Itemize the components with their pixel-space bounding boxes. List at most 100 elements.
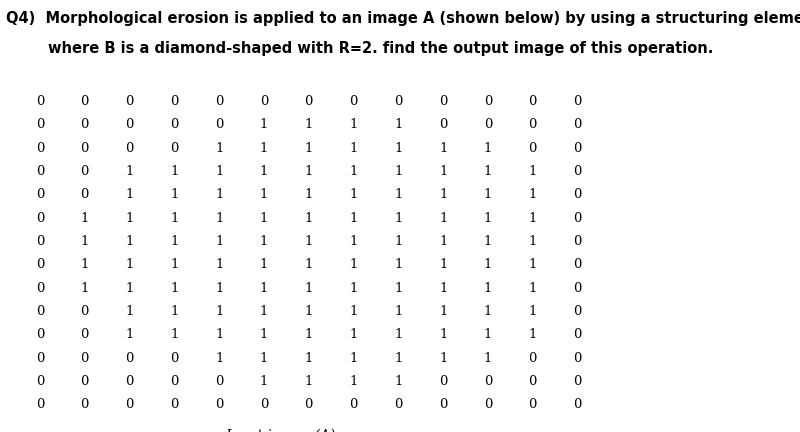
Text: 0: 0 [81, 165, 89, 178]
Text: 0: 0 [574, 398, 582, 411]
Text: 0: 0 [36, 258, 44, 271]
Text: 1: 1 [484, 235, 492, 248]
Text: 1: 1 [170, 212, 178, 225]
Text: 1: 1 [350, 375, 358, 388]
Text: 0: 0 [394, 95, 402, 108]
Text: 0: 0 [260, 95, 268, 108]
Text: 0: 0 [439, 118, 447, 131]
Text: 0: 0 [215, 95, 223, 108]
Text: 0: 0 [36, 188, 44, 201]
Text: 0: 0 [36, 212, 44, 225]
Text: 1: 1 [394, 118, 402, 131]
Text: 1: 1 [394, 375, 402, 388]
Text: 0: 0 [350, 398, 358, 411]
Text: 1: 1 [350, 305, 358, 318]
Text: 1: 1 [126, 282, 134, 295]
Text: 1: 1 [305, 328, 313, 341]
Text: 1: 1 [170, 305, 178, 318]
Text: 1: 1 [484, 282, 492, 295]
Text: 0: 0 [81, 398, 89, 411]
Text: 1: 1 [394, 305, 402, 318]
Text: 0: 0 [574, 328, 582, 341]
Text: 0: 0 [215, 118, 223, 131]
Text: 0: 0 [81, 305, 89, 318]
Text: 1: 1 [81, 212, 89, 225]
Text: 1: 1 [439, 328, 447, 341]
Text: 0: 0 [36, 328, 44, 341]
Text: 0: 0 [574, 95, 582, 108]
Text: 1: 1 [170, 282, 178, 295]
Text: 1: 1 [394, 352, 402, 365]
Text: 1: 1 [215, 305, 223, 318]
Text: 1: 1 [439, 165, 447, 178]
Text: 1: 1 [305, 142, 313, 155]
Text: 0: 0 [36, 352, 44, 365]
Text: 0: 0 [484, 95, 492, 108]
Text: 1: 1 [439, 352, 447, 365]
Text: 0: 0 [126, 142, 134, 155]
Text: 1: 1 [394, 282, 402, 295]
Text: 1: 1 [484, 142, 492, 155]
Text: Input image (A): Input image (A) [225, 428, 335, 432]
Text: 1: 1 [484, 305, 492, 318]
Text: 1: 1 [260, 165, 268, 178]
Text: 1: 1 [529, 305, 537, 318]
Text: 0: 0 [574, 282, 582, 295]
Text: 1: 1 [350, 258, 358, 271]
Text: 1: 1 [305, 305, 313, 318]
Text: 1: 1 [170, 188, 178, 201]
Text: 0: 0 [305, 398, 313, 411]
Text: 0: 0 [574, 375, 582, 388]
Text: 1: 1 [484, 352, 492, 365]
Text: 1: 1 [170, 235, 178, 248]
Text: 0: 0 [350, 95, 358, 108]
Text: 1: 1 [215, 188, 223, 201]
Text: 1: 1 [305, 165, 313, 178]
Text: 0: 0 [36, 95, 44, 108]
Text: 0: 0 [126, 352, 134, 365]
Text: 1: 1 [126, 305, 134, 318]
Text: 0: 0 [529, 398, 537, 411]
Text: 1: 1 [350, 165, 358, 178]
Text: 1: 1 [305, 282, 313, 295]
Text: 0: 0 [574, 118, 582, 131]
Text: 0: 0 [529, 95, 537, 108]
Text: 1: 1 [126, 212, 134, 225]
Text: 0: 0 [36, 118, 44, 131]
Text: 1: 1 [394, 188, 402, 201]
Text: 1: 1 [484, 165, 492, 178]
Text: 1: 1 [484, 258, 492, 271]
Text: 1: 1 [394, 142, 402, 155]
Text: 0: 0 [529, 118, 537, 131]
Text: 1: 1 [350, 212, 358, 225]
Text: 1: 1 [260, 352, 268, 365]
Text: 1: 1 [215, 142, 223, 155]
Text: 1: 1 [350, 328, 358, 341]
Text: 0: 0 [260, 398, 268, 411]
Text: 1: 1 [170, 258, 178, 271]
Text: 0: 0 [574, 305, 582, 318]
Text: 1: 1 [350, 188, 358, 201]
Text: 1: 1 [350, 142, 358, 155]
Text: 1: 1 [215, 235, 223, 248]
Text: 0: 0 [484, 398, 492, 411]
Text: 0: 0 [574, 188, 582, 201]
Text: 1: 1 [529, 188, 537, 201]
Text: 0: 0 [170, 352, 178, 365]
Text: 1: 1 [260, 328, 268, 341]
Text: 1: 1 [305, 258, 313, 271]
Text: 0: 0 [574, 142, 582, 155]
Text: 0: 0 [439, 95, 447, 108]
Text: 1: 1 [439, 188, 447, 201]
Text: 1: 1 [81, 282, 89, 295]
Text: 0: 0 [529, 375, 537, 388]
Text: 0: 0 [439, 398, 447, 411]
Text: 0: 0 [81, 95, 89, 108]
Text: 1: 1 [439, 212, 447, 225]
Text: 1: 1 [350, 118, 358, 131]
Text: 1: 1 [215, 352, 223, 365]
Text: 0: 0 [215, 398, 223, 411]
Text: 1: 1 [81, 258, 89, 271]
Text: Q4)  Morphological erosion is applied to an image A (shown below) by using a str: Q4) Morphological erosion is applied to … [6, 11, 800, 26]
Text: 1: 1 [126, 258, 134, 271]
